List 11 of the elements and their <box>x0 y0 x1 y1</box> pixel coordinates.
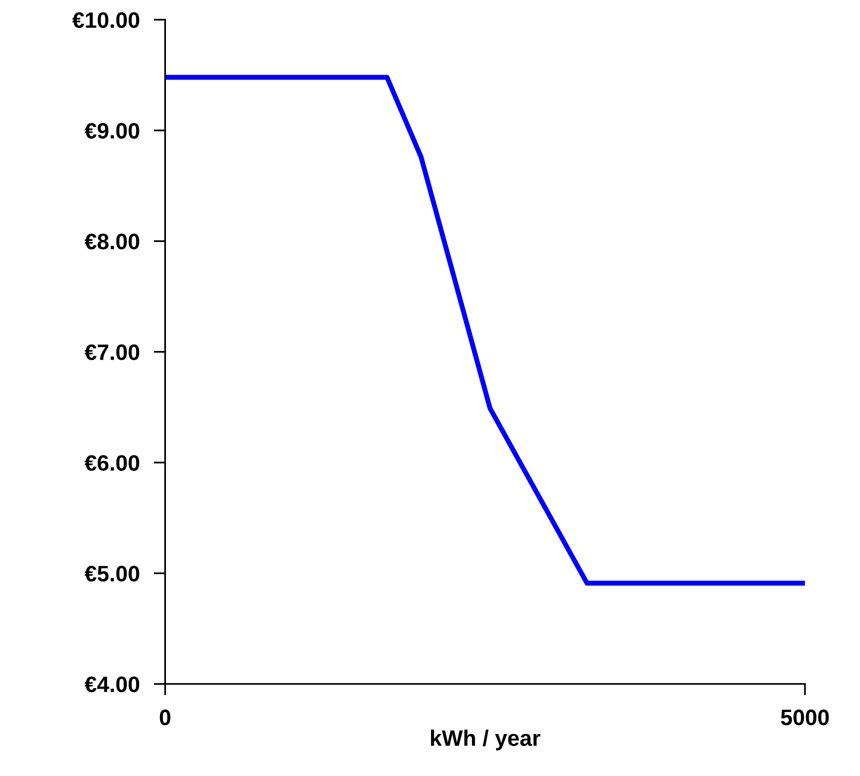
x-axis-title: kWh / year <box>431 730 540 750</box>
y-tick-label: €4.00 <box>84 676 140 692</box>
y-tick-label: €8.00 <box>84 234 140 250</box>
line-series <box>165 74 805 586</box>
y-tick-label: €7.00 <box>84 344 140 360</box>
x-tick-label: 5000 <box>780 710 829 726</box>
y-tick-label: €10.00 <box>72 12 140 28</box>
y-tick-label: €6.00 <box>84 455 140 471</box>
y-tick-label: €9.00 <box>84 122 140 139</box>
y-tick-label: €5.00 <box>84 566 140 582</box>
x-tick-label: 0 <box>160 710 170 726</box>
